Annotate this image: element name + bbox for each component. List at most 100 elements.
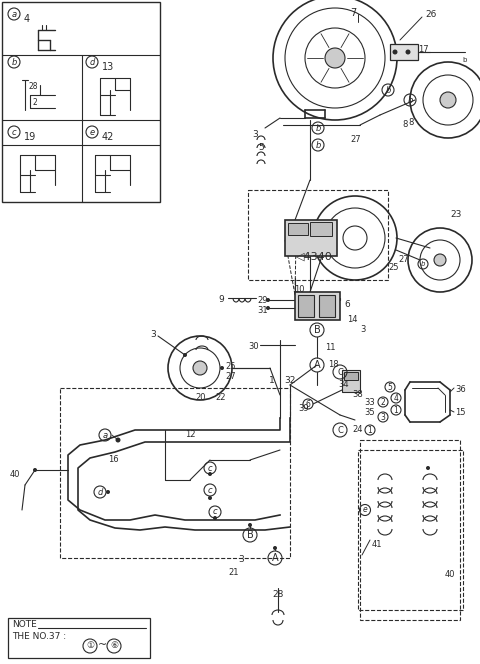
Text: d: d xyxy=(89,58,95,66)
Text: 1: 1 xyxy=(368,426,372,434)
Text: 3: 3 xyxy=(381,412,385,422)
Text: ~: ~ xyxy=(98,640,107,650)
Text: 25: 25 xyxy=(388,263,398,272)
Text: 5: 5 xyxy=(258,143,264,152)
Text: 9: 9 xyxy=(218,295,224,304)
Text: 18: 18 xyxy=(328,360,338,369)
Text: b: b xyxy=(12,58,17,66)
Text: 22: 22 xyxy=(215,393,226,402)
Text: 38: 38 xyxy=(352,390,363,399)
Text: ⑥: ⑥ xyxy=(110,641,118,651)
Bar xyxy=(342,370,360,392)
Text: b: b xyxy=(462,57,467,63)
Text: 12: 12 xyxy=(185,430,195,439)
Text: ①: ① xyxy=(86,641,94,651)
Bar xyxy=(248,190,388,280)
Text: ◁4340: ◁4340 xyxy=(296,252,333,262)
Circle shape xyxy=(273,546,277,550)
Text: 40: 40 xyxy=(445,570,456,579)
Circle shape xyxy=(193,361,207,375)
Circle shape xyxy=(208,496,212,500)
Text: 17: 17 xyxy=(418,45,429,54)
Circle shape xyxy=(220,366,224,370)
Circle shape xyxy=(116,438,120,442)
Bar xyxy=(60,388,290,558)
Text: e: e xyxy=(362,505,367,515)
Circle shape xyxy=(106,490,110,494)
Text: 16: 16 xyxy=(108,455,119,464)
Bar xyxy=(310,222,332,236)
Text: a: a xyxy=(102,430,108,440)
Bar xyxy=(298,295,314,317)
Text: c: c xyxy=(12,127,16,137)
Circle shape xyxy=(426,466,430,470)
Text: 2: 2 xyxy=(381,398,385,406)
Circle shape xyxy=(213,516,217,520)
Text: 23: 23 xyxy=(450,210,461,219)
Text: 27: 27 xyxy=(350,135,360,144)
Text: 5: 5 xyxy=(387,382,393,392)
Text: 27: 27 xyxy=(225,372,236,381)
Text: 4: 4 xyxy=(24,14,30,24)
Text: 3: 3 xyxy=(252,130,258,139)
Text: 40: 40 xyxy=(10,470,21,479)
Text: 2: 2 xyxy=(32,98,37,107)
Text: 1: 1 xyxy=(394,406,398,414)
Circle shape xyxy=(325,48,345,68)
Text: 1: 1 xyxy=(269,376,275,385)
Circle shape xyxy=(208,472,212,476)
Bar xyxy=(288,223,308,235)
Text: 32: 32 xyxy=(284,376,295,385)
Circle shape xyxy=(266,298,270,302)
Text: A: A xyxy=(272,553,278,563)
Bar xyxy=(2,2,160,202)
Text: 31: 31 xyxy=(257,306,268,315)
Text: C: C xyxy=(337,367,343,376)
Text: 29: 29 xyxy=(257,296,267,305)
Circle shape xyxy=(266,306,270,310)
Text: B: B xyxy=(313,325,320,335)
Text: B: B xyxy=(247,530,253,540)
Circle shape xyxy=(406,50,410,54)
Text: 6: 6 xyxy=(306,400,311,408)
Text: c: c xyxy=(208,485,212,495)
Bar xyxy=(360,440,460,620)
Circle shape xyxy=(183,353,187,357)
Text: 35: 35 xyxy=(364,408,374,417)
Text: 3: 3 xyxy=(150,330,156,339)
Text: 7: 7 xyxy=(350,8,356,18)
Text: C: C xyxy=(337,426,343,434)
Text: 42: 42 xyxy=(102,132,114,142)
Text: 25: 25 xyxy=(225,362,236,371)
Bar xyxy=(358,450,463,610)
Bar xyxy=(285,220,337,256)
Text: 13: 13 xyxy=(102,62,114,72)
Text: 24: 24 xyxy=(352,425,362,434)
Text: 27: 27 xyxy=(398,255,408,264)
Bar xyxy=(319,295,335,317)
Text: a: a xyxy=(12,9,17,19)
Text: 3: 3 xyxy=(238,555,244,564)
Text: d: d xyxy=(97,487,103,497)
Circle shape xyxy=(33,468,37,472)
Circle shape xyxy=(393,50,397,54)
Text: 28: 28 xyxy=(28,82,37,91)
Text: 10: 10 xyxy=(294,285,304,294)
Bar xyxy=(344,372,358,380)
Text: THE NO.37 :: THE NO.37 : xyxy=(12,632,66,641)
Text: 36: 36 xyxy=(455,385,466,394)
Text: e: e xyxy=(89,127,95,137)
Text: 26: 26 xyxy=(425,10,436,19)
Text: c: c xyxy=(213,507,217,517)
Text: 19: 19 xyxy=(24,132,36,142)
Text: 30: 30 xyxy=(248,342,259,351)
Bar xyxy=(390,44,418,60)
Circle shape xyxy=(434,254,446,266)
Circle shape xyxy=(248,523,252,527)
Text: 34: 34 xyxy=(338,380,348,389)
Text: NOTE: NOTE xyxy=(12,620,37,629)
Text: b: b xyxy=(385,86,391,94)
Text: b: b xyxy=(421,261,425,267)
Text: 33: 33 xyxy=(364,398,375,407)
Text: 28: 28 xyxy=(272,590,283,599)
